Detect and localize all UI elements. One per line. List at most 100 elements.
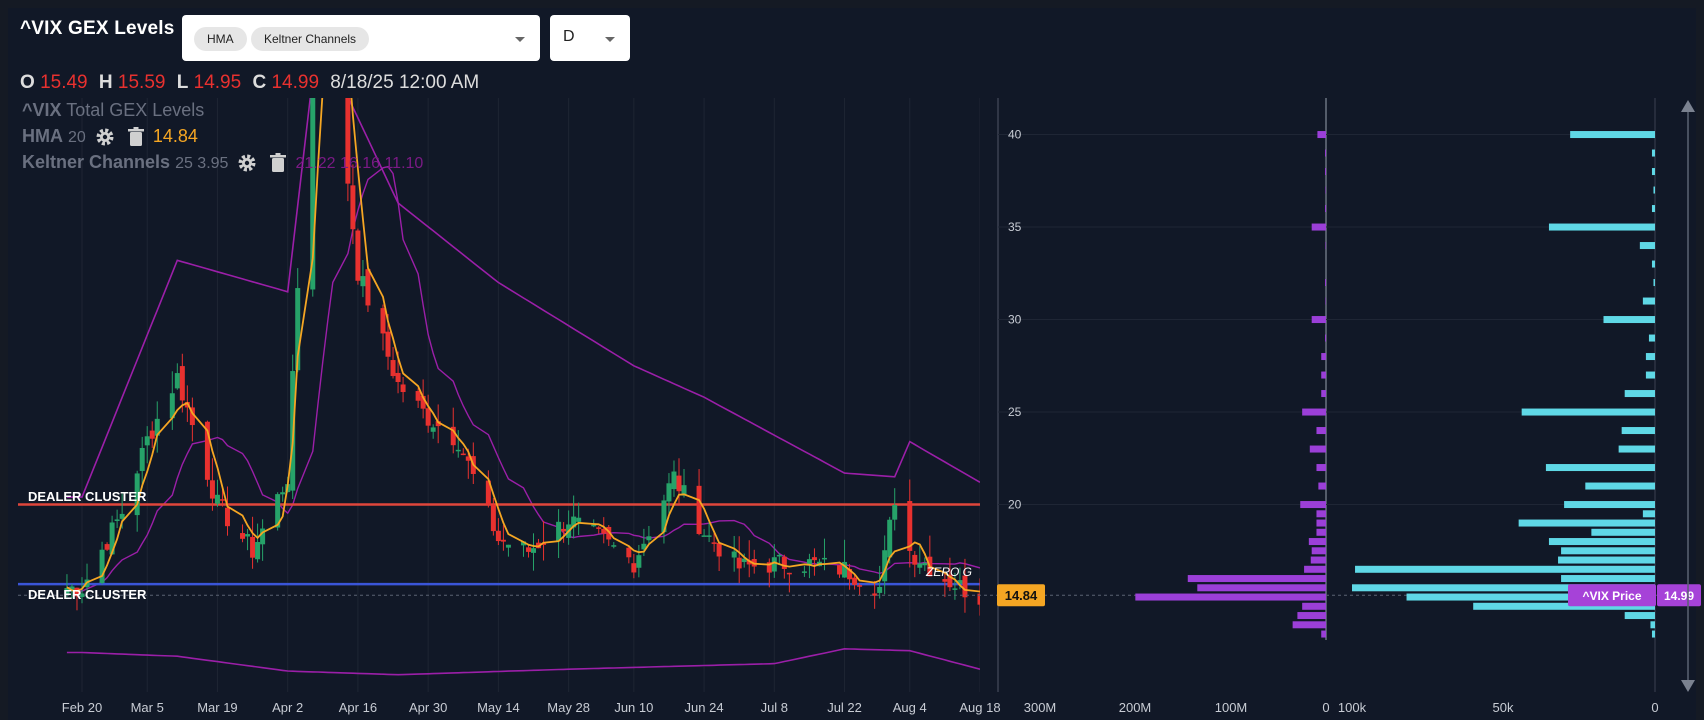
oi-bar	[1591, 528, 1655, 536]
price-badge-value: 14.99	[1664, 589, 1694, 603]
chip-keltner-channels[interactable]: Keltner Channels	[251, 27, 370, 51]
chevron-down-icon[interactable]	[515, 37, 525, 42]
gex-bar	[1325, 168, 1326, 176]
scroll-down-arrow-icon[interactable]	[1681, 680, 1695, 692]
legend-keltner-name: Keltner Channels	[22, 152, 171, 172]
legend-series-subtitle: Total GEX Levels	[66, 100, 205, 120]
candle-body	[806, 559, 812, 565]
candle-body	[606, 526, 612, 540]
candle-body	[174, 373, 180, 389]
x-tick-label: Jul 22	[827, 700, 862, 715]
timeframe-select[interactable]: D	[550, 15, 630, 61]
candle-body	[385, 331, 391, 357]
trash-icon[interactable]	[270, 153, 287, 173]
candle-body	[837, 565, 843, 575]
oi-x-tick-label: 50k	[1493, 700, 1514, 715]
oi-bar	[1651, 630, 1655, 638]
price-badge	[1568, 584, 1656, 607]
candle-body	[917, 563, 923, 568]
candle-body	[455, 449, 461, 452]
y-tick-label: 20	[1008, 498, 1022, 512]
candle-body	[601, 528, 607, 534]
x-tick-label: Jul 8	[761, 700, 788, 715]
x-tick-label: Apr 2	[272, 700, 303, 715]
oi-bar	[1645, 371, 1655, 379]
candle-body	[149, 430, 155, 439]
gex-bar	[1321, 353, 1326, 361]
gex-bar	[1316, 464, 1326, 472]
gex-bar	[1316, 510, 1326, 518]
candle-body	[139, 447, 145, 472]
x-tick-label: Jun 24	[685, 700, 724, 715]
oi-bar	[1651, 260, 1655, 268]
ohlc-low-value: 14.95	[193, 72, 242, 93]
gex-bar	[1292, 621, 1326, 629]
gex-bar	[1135, 593, 1326, 601]
chevron-down-icon[interactable]	[605, 37, 615, 42]
x-tick-label: Apr 16	[339, 700, 377, 715]
gex-bar	[1302, 408, 1326, 416]
gex-bar	[1321, 630, 1326, 638]
candle-body	[255, 542, 261, 560]
ohlc-close-label: C	[252, 72, 267, 93]
gex-bar	[1325, 279, 1326, 287]
candle-body	[576, 517, 582, 522]
candle-body	[144, 436, 150, 446]
candle-body	[611, 545, 617, 547]
gear-icon[interactable]	[95, 127, 115, 147]
candle-body	[485, 480, 491, 505]
candle-body	[711, 542, 717, 544]
oi-bar	[1648, 334, 1655, 342]
candle-body	[390, 360, 396, 377]
ohlc-open-value: 15.49	[40, 72, 88, 93]
candle-body	[219, 499, 225, 501]
candle-body	[365, 269, 371, 306]
keltner-middle-line	[66, 165, 980, 592]
gex-bar	[1316, 427, 1326, 435]
indicator-select[interactable]: HMA Keltner Channels	[182, 15, 540, 61]
candle-body	[571, 516, 577, 528]
gear-icon[interactable]	[237, 153, 257, 173]
y-tick-label: 35	[1008, 220, 1022, 234]
oi-bar	[1473, 602, 1655, 610]
x-tick-label: May 28	[547, 700, 590, 715]
candle-body	[104, 544, 110, 550]
candle-body	[781, 556, 787, 569]
candle-body	[189, 407, 195, 426]
candle-body	[771, 557, 777, 572]
candle-body	[74, 587, 80, 597]
gex-bar	[1311, 223, 1326, 231]
gex-bar	[1187, 575, 1326, 583]
candle-body	[877, 586, 883, 593]
legend-keltner: Keltner Channels 25 3.95 21.22 16.16 11.…	[22, 152, 423, 173]
legend-keltner-values: 21.22 16.16 11.10	[295, 155, 424, 172]
candle-body	[460, 453, 466, 456]
candle-body	[872, 593, 878, 596]
candle-body	[636, 555, 642, 568]
candle-body	[776, 554, 782, 557]
oi-bar	[1518, 519, 1655, 527]
candle-body	[811, 557, 817, 561]
candle-body	[79, 593, 85, 598]
gex-x-tick-label: 300M	[1024, 700, 1057, 715]
candle-body	[746, 560, 752, 565]
candle-body	[134, 473, 140, 516]
ohlc-datetime: 8/18/25 12:00 AM	[330, 72, 480, 93]
oi-bar	[1653, 186, 1655, 194]
candle-body	[847, 569, 853, 580]
price-plot	[18, 98, 980, 692]
candle-body	[892, 505, 898, 520]
chip-hma[interactable]: HMA	[194, 27, 247, 51]
scroll-up-arrow-icon[interactable]	[1681, 100, 1695, 112]
oi-bar	[1558, 556, 1655, 564]
candle-body	[64, 588, 70, 596]
gex-x-tick-label: 0	[1322, 700, 1329, 715]
oi-bar	[1603, 316, 1655, 324]
x-tick-label: Mar 19	[197, 700, 237, 715]
oi-bar	[1642, 297, 1655, 305]
gex-bar	[1311, 547, 1326, 555]
trash-icon[interactable]	[127, 127, 144, 147]
candle-body	[380, 308, 386, 334]
candle-body	[119, 513, 125, 519]
legend-keltner-params: 25 3.95	[175, 155, 229, 172]
